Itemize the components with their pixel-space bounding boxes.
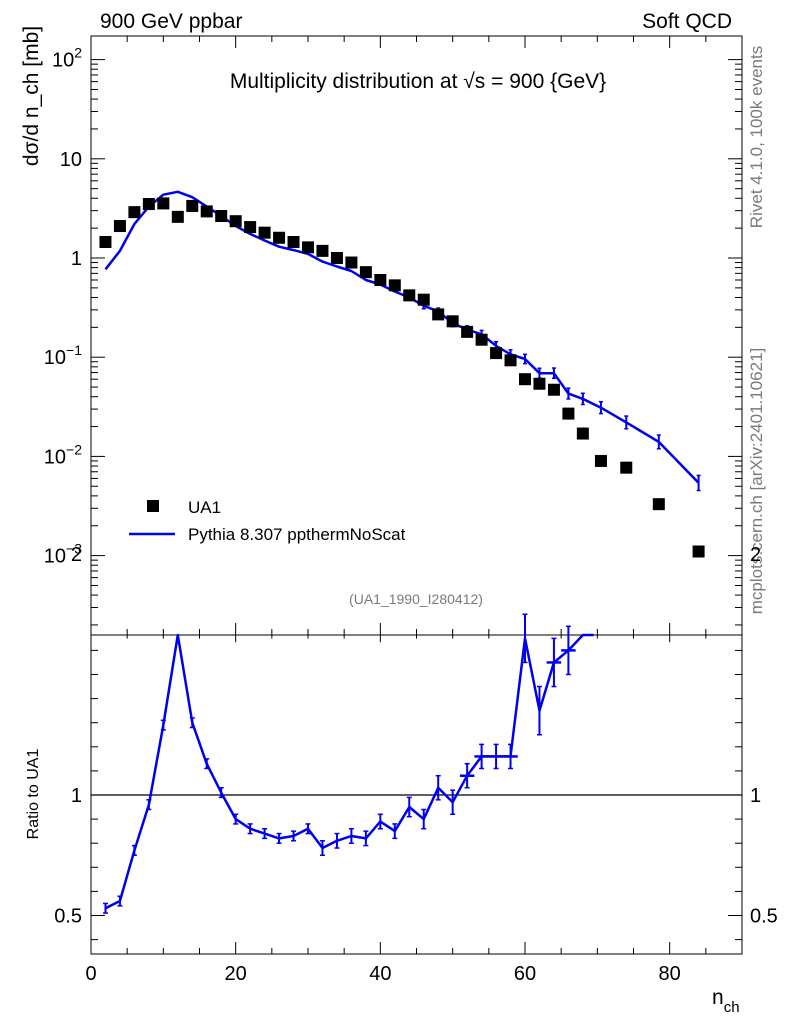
ua1-data-point: [215, 210, 228, 223]
x-axis-label-sub: ch: [724, 999, 740, 1016]
x-tick-label: 80: [659, 963, 681, 985]
y-tick-label: 10: [60, 149, 82, 171]
ua1-data-point: [142, 198, 155, 211]
ua1-data-point: [490, 347, 503, 360]
rivet-version-label: Rivet 4.1.0, 100k events: [747, 46, 766, 228]
pythia-line: [104, 190, 700, 484]
y-tick-label: 10−2: [44, 441, 82, 468]
y-tick-label: 10−3: [44, 541, 82, 568]
ratio-series-group: [102, 613, 594, 914]
ua1-data-point: [519, 373, 531, 386]
y-tick-label-base: 10: [44, 546, 66, 568]
ratio-tick-label-left: 2: [71, 544, 82, 566]
ua1-data-point: [374, 274, 387, 287]
ua1-data-point: [244, 221, 257, 234]
x-tick-label: 60: [514, 963, 536, 985]
ua1-data-point: [504, 354, 517, 367]
ua1-data-point: [652, 498, 665, 511]
ua1-data-point: [417, 293, 430, 306]
ua1-data-point: [200, 205, 213, 218]
legend-ua1-marker: [147, 500, 159, 512]
main-y-axis-label: dσ/d n_ch [mb]: [20, 26, 43, 166]
pythia-series-group: [104, 190, 701, 492]
ua1-data-point: [547, 383, 560, 396]
ua1-data-point: [461, 325, 474, 338]
legend-pythia-label: Pythia 8.307 ppthermNoScat: [188, 525, 406, 544]
ratio-line: [104, 633, 594, 910]
header-left-label: 900 GeV ppbar: [100, 10, 242, 33]
y-tick-label-exponent: −1: [66, 342, 82, 358]
x-tick-label: 40: [369, 963, 391, 985]
chart-title: Multiplicity distribution at √s = 900 {G…: [230, 70, 606, 93]
ua1-data-point: [258, 226, 271, 239]
x-tick-label: 20: [225, 963, 247, 985]
ua1-data-point: [128, 206, 141, 219]
axis-ticks: [90, 36, 743, 954]
main-plot-frame: [90, 35, 743, 636]
y-tick-label: 102: [52, 45, 82, 72]
mcplots-source-label: mcplots.cern.ch [arXiv:2401.10621]: [747, 348, 766, 614]
y-tick-label-exponent: −2: [66, 441, 82, 457]
x-tick-label: 0: [85, 963, 96, 985]
ua1-data-point: [186, 199, 199, 212]
y-tick-label: 1: [71, 248, 82, 270]
ua1-data-point: [403, 289, 416, 302]
x-axis-label-main: n: [712, 986, 724, 1009]
ua1-data-point: [113, 220, 126, 233]
ua1-data-point: [620, 461, 633, 474]
ua1-data-point: [533, 377, 546, 390]
ua1-data-point: [388, 279, 401, 292]
header-right-label: Soft QCD: [642, 10, 732, 33]
ratio-tick-label-left: 0.5: [54, 906, 82, 928]
ua1-data-point: [302, 241, 314, 254]
ratio-tick-label-right: 1: [750, 785, 761, 807]
ua1-data-point: [171, 210, 184, 223]
y-tick-label-base: 1: [71, 248, 82, 270]
y-tick-label-base: 10: [60, 149, 82, 171]
ua1-data-point: [692, 545, 705, 558]
legend-ua1-label: UA1: [188, 498, 221, 517]
analysis-tag: (UA1_1990_I280412): [349, 591, 483, 607]
ratio-tick-label-right: 2: [750, 544, 761, 566]
ua1-data-point: [99, 235, 112, 248]
legend: UA1 Pythia 8.307 ppthermNoScat: [129, 498, 406, 544]
ua1-data-point: [359, 266, 372, 279]
y-tick-label: 10−1: [44, 342, 82, 369]
x-axis-label: nch: [712, 986, 740, 1016]
ua1-data-point: [229, 215, 242, 228]
ua1-data-point: [432, 308, 445, 321]
ratio-tick-label-left: 1: [71, 785, 82, 807]
y-tick-label-base: 10: [44, 347, 66, 369]
ua1-data-point: [287, 235, 300, 248]
ua1-data-point: [562, 407, 575, 420]
ua1-series-group: [99, 197, 705, 558]
y-tick-label-base: 10: [52, 50, 74, 72]
ua1-data-point: [576, 427, 589, 440]
ua1-data-point: [345, 256, 358, 269]
ratio-tick-label-right: 0.5: [750, 906, 778, 928]
y-tick-label-base: 10: [44, 446, 66, 468]
y-tick-label-exponent: 2: [74, 45, 82, 61]
ua1-data-point: [475, 333, 488, 346]
ua1-data-point: [316, 244, 329, 257]
y-tick-label-exponent: −3: [66, 541, 82, 557]
ua1-data-point: [273, 231, 286, 244]
ua1-data-point: [157, 197, 170, 210]
ratio-y-axis-label: Ratio to UA1: [25, 749, 42, 840]
ua1-data-point: [594, 454, 607, 467]
ua1-data-point: [330, 252, 343, 264]
ua1-data-point: [446, 315, 459, 328]
